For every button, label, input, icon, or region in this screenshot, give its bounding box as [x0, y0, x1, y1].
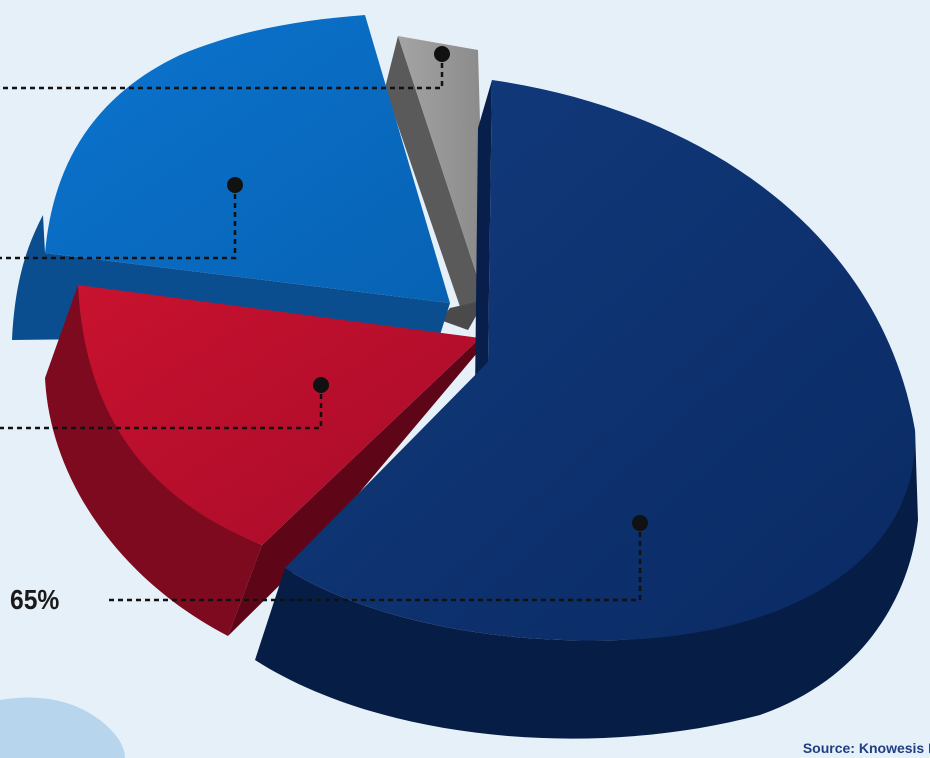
leader-dot-navy — [632, 515, 648, 531]
source-note: Source: Knowesis I — [802, 740, 930, 756]
pie-slice-navy-inner — [475, 80, 492, 392]
leader-dot-red — [313, 377, 329, 393]
pie-slice-gray-side — [385, 36, 485, 330]
pie-slice-red-top — [78, 285, 480, 545]
leader-dot-gray — [434, 46, 450, 62]
leader-dot-blue — [227, 177, 243, 193]
pie-slice-navy-side — [255, 430, 918, 739]
pie-slice-red-side — [45, 285, 262, 636]
background-blob — [0, 697, 125, 758]
leader-line-gray — [0, 54, 444, 90]
pie-slice-navy-top — [285, 80, 916, 641]
leader-lines — [0, 46, 648, 602]
slice-label-navy: 65% — [10, 584, 60, 615]
pie-slice-navy — [255, 80, 918, 739]
leader-line-navy — [108, 523, 642, 602]
leader-line-blue — [0, 185, 237, 260]
pie-slice-gray — [385, 36, 485, 330]
pie-slice-gray-top — [398, 36, 485, 300]
pie-slice-blue-top — [45, 15, 450, 303]
pie-slice-gray-inner — [440, 300, 485, 330]
leader-line-red — [0, 385, 323, 430]
